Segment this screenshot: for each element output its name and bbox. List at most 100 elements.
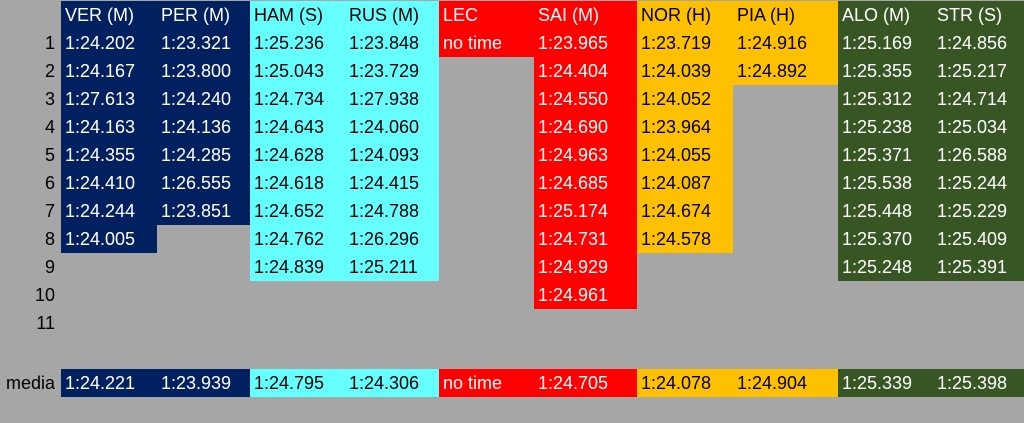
row-label: 4 <box>44 117 55 137</box>
lap-time-cell: 1:24.618 <box>250 169 345 197</box>
lap-time-cell: 1:25.370 <box>838 225 933 253</box>
lap-time-cell: 1:25.236 <box>250 29 345 57</box>
lap-time-cell: 1:23.729 <box>345 57 439 85</box>
driver-header: PIA (H) <box>733 1 838 29</box>
lap-time-cell: 1:25.244 <box>933 169 1024 197</box>
lap-time-cell: 1:24.690 <box>534 113 637 141</box>
average-time-cell: 1:24.306 <box>345 369 439 397</box>
average-label: media <box>5 373 55 393</box>
row-label: 9 <box>44 257 55 277</box>
lap-time-cell: 1:24.685 <box>534 169 637 197</box>
average-time-cell: 1:24.221 <box>61 369 157 397</box>
lap-time-cell: 1:25.312 <box>838 85 933 113</box>
lap-time-cell: 1:25.538 <box>838 169 933 197</box>
lap-time-cell: 1:24.087 <box>637 169 733 197</box>
lap-time-cell: 1:24.244 <box>61 197 157 225</box>
driver-header: VER (M) <box>61 1 157 29</box>
driver-header: HAM (S) <box>250 1 345 29</box>
lap-time-cell: 1:24.355 <box>61 141 157 169</box>
lap-time-cell: 1:24.060 <box>345 113 439 141</box>
row-label: 10 <box>34 285 55 305</box>
lap-time-cell: 1:24.039 <box>637 57 733 85</box>
lap-time-cell: 1:27.938 <box>345 85 439 113</box>
lap-time-cell: 1:23.851 <box>157 197 250 225</box>
average-time-cell: 1:24.078 <box>637 369 733 397</box>
lap-time-cell: 1:24.674 <box>637 197 733 225</box>
average-time-cell: 1:23.939 <box>157 369 250 397</box>
driver-header: RUS (M) <box>345 1 439 29</box>
row-label: 7 <box>44 201 55 221</box>
lap-time-cell: 1:24.963 <box>534 141 637 169</box>
row-label: 6 <box>44 173 55 193</box>
lap-time-cell: 1:24.652 <box>250 197 345 225</box>
lap-time-cell: 1:24.731 <box>534 225 637 253</box>
lap-time-cell: 1:24.285 <box>157 141 250 169</box>
lap-time-cell: 1:25.371 <box>838 141 933 169</box>
lap-time-cell: 1:26.296 <box>345 225 439 253</box>
lap-time-cell: 1:23.800 <box>157 57 250 85</box>
average-time-cell: 1:24.705 <box>534 369 637 397</box>
average-time-cell: 1:25.339 <box>838 369 933 397</box>
lap-time-cell: 1:24.167 <box>61 57 157 85</box>
lap-time-cell: 1:23.965 <box>534 29 637 57</box>
lap-time-cell: 1:24.415 <box>345 169 439 197</box>
lap-time-cell: 1:23.848 <box>345 29 439 57</box>
average-time-cell: 1:24.795 <box>250 369 345 397</box>
lap-time-cell: 1:24.643 <box>250 113 345 141</box>
lap-time-cell: 1:24.404 <box>534 57 637 85</box>
lap-time-cell: 1:25.043 <box>250 57 345 85</box>
average-time-cell: no time <box>439 369 534 397</box>
lap-time-cell: 1:24.578 <box>637 225 733 253</box>
row-label: 11 <box>36 313 55 333</box>
lap-time-cell: 1:24.093 <box>345 141 439 169</box>
lap-time-cell: 1:25.391 <box>933 253 1024 281</box>
lap-time-cell: no time <box>439 29 534 57</box>
lap-time-cell: 1:24.892 <box>733 57 838 85</box>
lap-time-cell: 1:24.202 <box>61 29 157 57</box>
driver-header: PER (M) <box>157 1 250 29</box>
average-time-cell: 1:25.398 <box>933 369 1024 397</box>
driver-header: LEC <box>439 1 534 29</box>
lap-time-cell: 1:24.762 <box>250 225 345 253</box>
lap-time-cell: 1:24.628 <box>250 141 345 169</box>
lap-time-cell: 1:24.136 <box>157 113 250 141</box>
lap-time-cell: 1:24.550 <box>534 85 637 113</box>
lap-time-cell: 1:25.448 <box>838 197 933 225</box>
lap-time-cell: 1:24.055 <box>637 141 733 169</box>
lap-time-cell: 1:24.856 <box>933 29 1024 57</box>
lap-time-cell: 1:25.409 <box>933 225 1024 253</box>
row-label: 8 <box>44 229 55 249</box>
driver-header: ALO (M) <box>838 1 933 29</box>
row-label: 3 <box>44 89 55 109</box>
lap-time-cell: 1:24.714 <box>933 85 1024 113</box>
driver-header: STR (S) <box>933 1 1024 29</box>
lap-time-cell: 1:24.734 <box>250 85 345 113</box>
lap-time-cell: 1:25.169 <box>838 29 933 57</box>
lap-time-cell: 1:24.163 <box>61 113 157 141</box>
row-label: 2 <box>44 61 55 81</box>
lap-time-cell: 1:24.929 <box>534 253 637 281</box>
lap-time-cell: 1:25.229 <box>933 197 1024 225</box>
lap-time-cell: 1:26.588 <box>933 141 1024 169</box>
lap-time-cell: 1:24.240 <box>157 85 250 113</box>
lap-time-cell: 1:25.211 <box>345 253 439 281</box>
row-label: 5 <box>44 145 55 165</box>
lap-time-cell: 1:24.961 <box>534 281 637 309</box>
row-label: 1 <box>44 33 55 53</box>
lap-time-cell: 1:24.839 <box>250 253 345 281</box>
lap-time-cell: 1:25.217 <box>933 57 1024 85</box>
lap-time-cell: 1:24.052 <box>637 85 733 113</box>
driver-header: NOR (H) <box>637 1 733 29</box>
average-time-cell: 1:24.904 <box>733 369 838 397</box>
lap-time-cell: 1:25.034 <box>933 113 1024 141</box>
lap-time-cell: 1:24.410 <box>61 169 157 197</box>
lap-time-cell: 1:25.355 <box>838 57 933 85</box>
lap-time-cell: 1:23.719 <box>637 29 733 57</box>
lap-time-cell: 1:24.788 <box>345 197 439 225</box>
lap-time-cell: 1:25.174 <box>534 197 637 225</box>
lap-time-cell: 1:24.005 <box>61 225 157 253</box>
lap-time-cell: 1:24.916 <box>733 29 838 57</box>
lap-time-cell: 1:26.555 <box>157 169 250 197</box>
lap-time-cell: 1:23.321 <box>157 29 250 57</box>
